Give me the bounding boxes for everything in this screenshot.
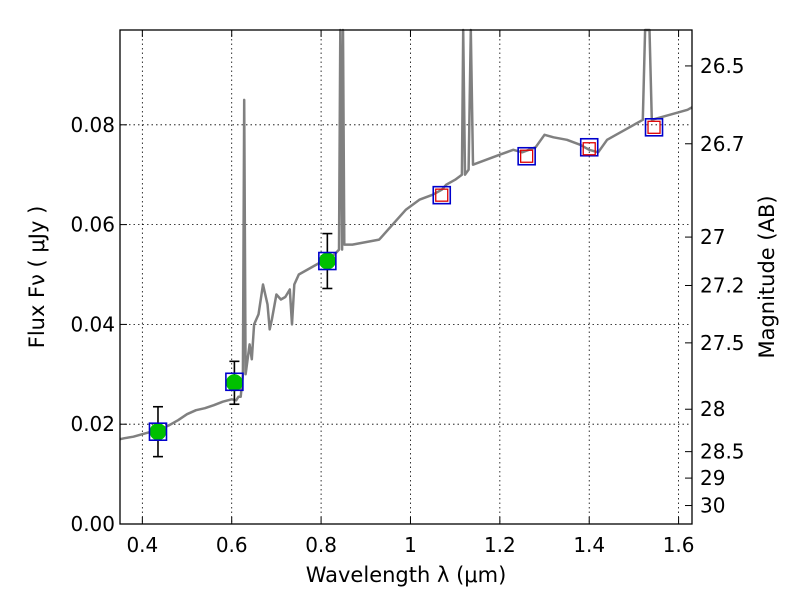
x-axis-title: Wavelength λ (μm) [306,563,507,587]
y-tick-label: 0.06 [70,213,115,237]
observed-point [225,374,243,392]
grid-lines [120,30,692,524]
model-square [579,137,599,157]
y-tick-label: 0.00 [70,512,115,536]
x-tick-label: 1.6 [663,533,695,557]
y2-axis-ticks: 26.5 26.7 27 27.2 27.5 28 28.529 30 [685,54,745,518]
y-tick-label: 0.04 [70,312,115,336]
upper-limit-squares-layer [435,120,661,202]
y2-tick-label: 26.7 [700,132,745,156]
upper-limit-square [582,142,596,156]
y-tick-label: 0.02 [70,412,115,436]
spectrum-line [119,28,693,441]
y2-tick-label: 28.5 [700,440,745,464]
x-tick-label: 0.6 [216,533,248,557]
x-tick-label: 0.4 [126,533,158,557]
x-tick-label: 1.2 [484,533,516,557]
observed-point [149,423,167,441]
upper-limit-square [647,120,661,134]
y2-tick-label: 27 [700,225,725,249]
y2-tick-label: 29 [700,466,725,490]
y2-tick-label: 27.2 [700,273,745,297]
y2-tick-label: 27.5 [700,331,745,355]
x-tick-label: 1 [404,533,417,557]
y2-tick-label: 30 [700,494,725,518]
y2-tick-label: 28 [700,397,725,421]
model-squares-layer [148,118,664,441]
upper-limit-square [435,188,449,202]
observed-point [318,252,336,270]
model-square [432,185,452,205]
x-tick-label: 0.8 [305,533,337,557]
plot-frame [119,29,693,525]
model-square [644,118,664,137]
y-axis-title: Flux Fν ( μJy ) [25,206,49,349]
spectrum-layer [119,28,693,441]
model-square [318,251,337,271]
x-axis-ticks: 0.4 0.6 0.8 1 1.2 1.4 1.6 [126,30,695,557]
y-axis-ticks: 0.00 0.02 0.04 0.06 0.08 [70,113,127,536]
upper-limit-square [520,149,534,163]
model-square [148,422,168,441]
y-tick-label: 0.08 [70,113,115,137]
y2-tick-label: 26.5 [700,54,745,78]
model-square [517,146,536,166]
x-tick-label: 1.4 [573,533,605,557]
model-square [225,372,244,392]
y2-axis-title: Magnitude (AB) [755,195,779,358]
